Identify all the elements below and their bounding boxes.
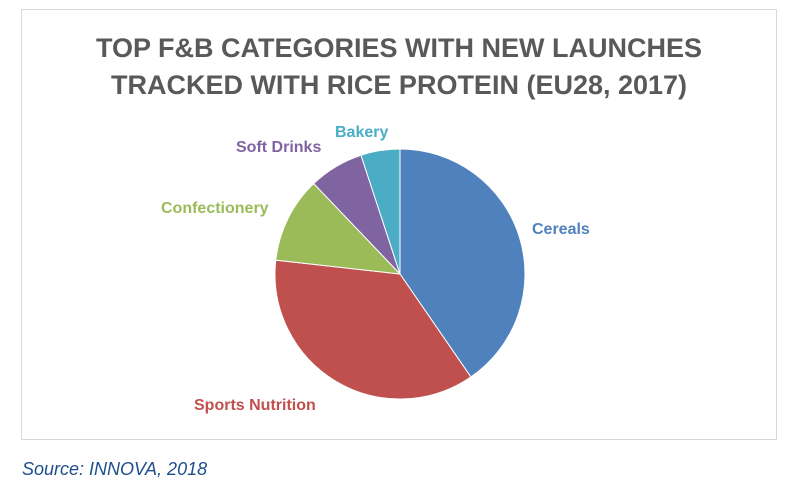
chart-title-line-2: TRACKED WITH RICE PROTEIN (EU28, 2017) <box>110 70 688 100</box>
pie-slice-confectionery <box>275 182 402 275</box>
slice-label-soft-drinks: Soft Drinks <box>236 139 321 156</box>
slice-label-confectionery: Confectionery <box>161 200 269 217</box>
chart-title-line-1: TOP F&B CATEGORIES WITH NEW LAUNCHES <box>95 33 702 63</box>
slice-label-cereals: Cereals <box>532 221 590 238</box>
slice-label-bakery: Bakery <box>335 124 388 141</box>
slice-label-sports-nutrition: Sports Nutrition <box>194 397 316 414</box>
source-note: Source: INNOVA, 2018 <box>22 459 208 479</box>
pie-slice-cereals <box>399 148 526 378</box>
pie-chart: Cereals Sports Nutrition Confectionery Soft… <box>161 124 590 414</box>
chart-frame: TOP F&B CATEGORIES WITH NEW LAUNCHES TRA… <box>21 9 777 440</box>
pie-slice-sports-nutrition <box>274 259 472 400</box>
pie-slice-bakery <box>360 148 401 275</box>
